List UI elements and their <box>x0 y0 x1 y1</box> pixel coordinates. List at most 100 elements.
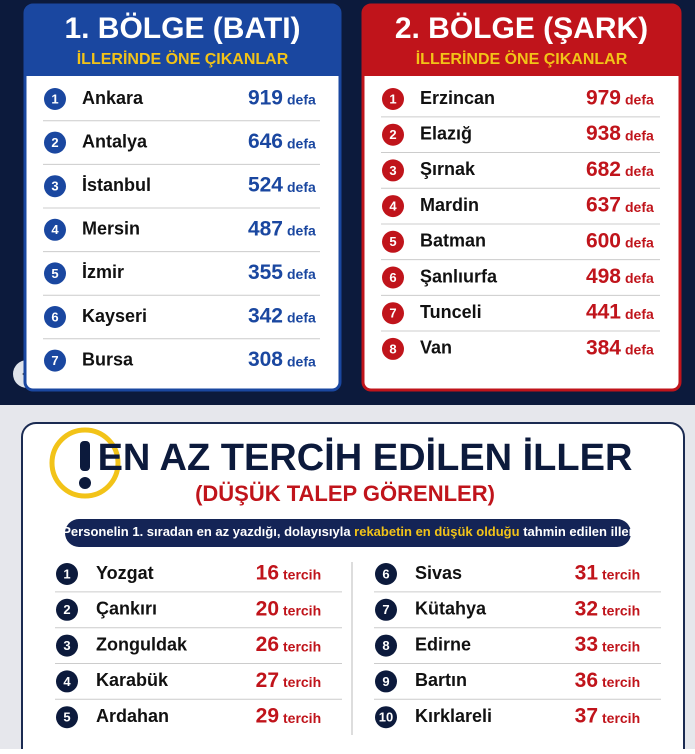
count: 36 <box>575 669 598 692</box>
city: Mersin <box>82 219 140 239</box>
unit: defa <box>287 179 316 195</box>
rank: 4 <box>63 674 71 689</box>
count: 682 <box>586 158 621 181</box>
count: 524 <box>248 174 283 197</box>
rank-badge <box>56 634 78 657</box>
rank: 1 <box>389 91 396 106</box>
rank: 1 <box>51 91 58 106</box>
city: Kütahya <box>415 599 487 619</box>
city: Karabük <box>96 670 169 690</box>
unit: defa <box>625 92 654 108</box>
rank: 2 <box>51 135 58 150</box>
rank-badge <box>375 563 397 585</box>
city: Elazığ <box>420 123 472 143</box>
panel-header <box>363 5 680 76</box>
least-title: EN AZ TERCİH EDİLEN İLLER <box>98 437 633 479</box>
city: İstanbul <box>82 175 151 195</box>
rank: 3 <box>51 179 58 194</box>
city: Şırnak <box>420 159 476 179</box>
unit: tercih <box>283 710 321 726</box>
panel-subtitle: İLLERİNDE ÖNE ÇIKANLAR <box>416 49 628 68</box>
city: Ankara <box>82 88 144 108</box>
city: Ardahan <box>96 706 169 726</box>
count: 979 <box>586 87 621 110</box>
unit: defa <box>287 310 316 326</box>
count: 27 <box>256 669 279 692</box>
city: Van <box>420 338 452 358</box>
count: 938 <box>586 122 621 145</box>
rank: 5 <box>63 710 70 725</box>
panel-title: 1. BÖLGE (BATI) <box>64 12 300 45</box>
unit: defa <box>625 127 654 143</box>
city: İzmir <box>82 262 124 282</box>
rank-badge <box>44 131 66 154</box>
panel-subtitle: İLLERİNDE ÖNE ÇIKANLAR <box>77 49 289 68</box>
city: Antalya <box>82 131 148 151</box>
rank: 7 <box>389 306 396 321</box>
count: 441 <box>586 301 621 324</box>
rank: 7 <box>382 602 389 617</box>
rank: 10 <box>379 710 393 725</box>
rank: 1 <box>63 566 70 581</box>
count: 355 <box>248 261 283 284</box>
unit: tercih <box>283 674 321 690</box>
city: Mardin <box>420 195 479 215</box>
count: 33 <box>575 633 598 656</box>
unit: tercih <box>602 567 640 583</box>
city: Çankırı <box>96 599 157 619</box>
unit: defa <box>287 266 316 282</box>
count: 646 <box>248 130 283 153</box>
count: 20 <box>256 597 279 620</box>
rank: 6 <box>51 309 58 324</box>
unit: tercih <box>283 638 321 654</box>
city: Erzincan <box>420 88 495 108</box>
rank-badge <box>56 563 78 585</box>
rank-badge <box>44 218 66 241</box>
count: 37 <box>575 705 598 728</box>
city: Edirne <box>415 634 471 654</box>
count: 308 <box>248 348 283 371</box>
rank-badge <box>382 230 404 253</box>
least-subtitle: (DÜŞÜK TALEP GÖRENLER) <box>195 481 495 506</box>
rank-badge <box>56 706 78 729</box>
count: 342 <box>248 305 283 328</box>
rank-badge <box>375 634 397 657</box>
rank: 5 <box>389 234 396 249</box>
city: Zonguldak <box>96 634 188 654</box>
rank: 8 <box>382 638 389 653</box>
unit: defa <box>625 270 654 286</box>
count: 31 <box>575 562 599 585</box>
note-part: tahmin edilen iller <box>520 524 634 539</box>
rank-badge <box>382 195 404 218</box>
rank: 9 <box>382 674 389 689</box>
unit: defa <box>625 163 654 179</box>
count: 637 <box>586 194 621 217</box>
note-pill <box>65 519 631 547</box>
panel-header <box>25 5 340 76</box>
city: Şanlıurfa <box>420 266 498 286</box>
rank-badge <box>382 337 404 360</box>
unit: defa <box>287 353 316 369</box>
count: 600 <box>586 229 621 252</box>
unit: tercih <box>602 710 640 726</box>
rank: 6 <box>382 566 389 581</box>
rank: 7 <box>51 353 58 368</box>
unit: defa <box>625 235 654 251</box>
unit: tercih <box>283 603 321 619</box>
rank-badge <box>375 706 397 729</box>
rank-badge <box>56 598 78 621</box>
rank-badge <box>44 349 66 372</box>
rank: 3 <box>389 163 396 178</box>
count: 16 <box>256 562 279 585</box>
count: 919 <box>248 87 283 110</box>
count: 32 <box>575 597 598 620</box>
rank-badge <box>382 266 404 289</box>
rank-badge <box>382 302 404 325</box>
rank: 8 <box>389 341 396 356</box>
unit: tercih <box>602 674 640 690</box>
city: Kırklareli <box>415 706 492 726</box>
rank-badge <box>382 159 404 182</box>
city: Batman <box>420 231 486 251</box>
